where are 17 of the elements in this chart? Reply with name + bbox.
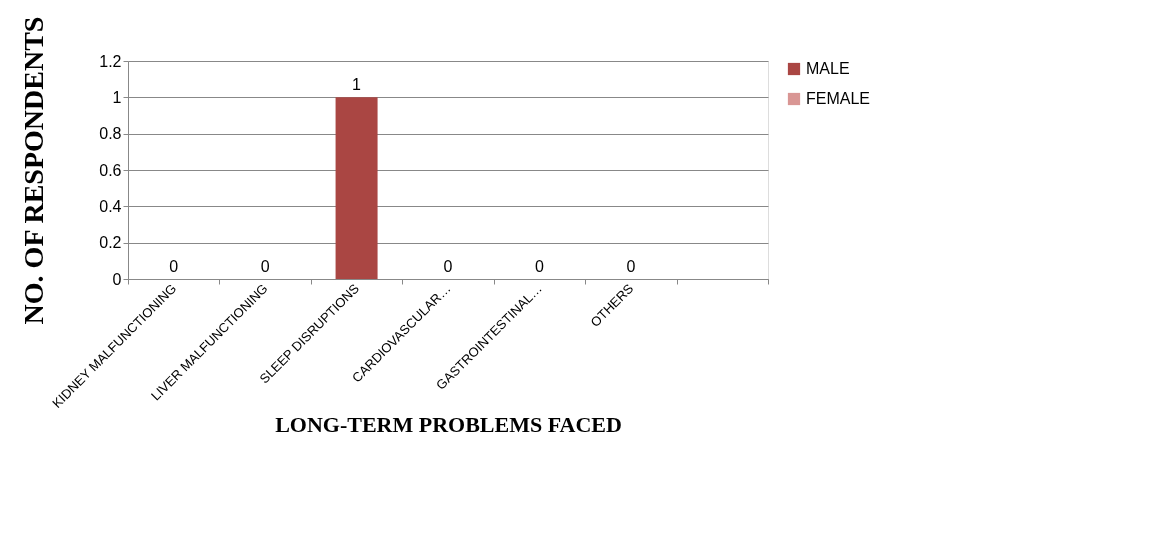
data-label: 0 — [169, 258, 179, 275]
y-axis-title: NO. OF RESPONDENTS — [18, 16, 50, 325]
x-axis-title: LONG-TERM PROBLEMS FACED — [275, 411, 622, 437]
y-tick-label: 0.2 — [99, 234, 122, 252]
data-label: 0 — [443, 258, 453, 275]
y-tick-label: 1.2 — [99, 52, 122, 70]
y-tick-label: 1 — [112, 88, 122, 106]
data-label: 0 — [534, 258, 544, 275]
data-label: 0 — [260, 258, 270, 275]
legend-label: MALE — [806, 60, 850, 77]
y-tick-label: 0 — [112, 270, 122, 288]
data-label: 0 — [626, 258, 636, 275]
legend-label: FEMALE — [806, 90, 871, 107]
y-tick-label: 0.6 — [99, 161, 122, 179]
y-tick-label: 0.8 — [99, 125, 122, 143]
y-tick-label: 0.4 — [99, 197, 122, 215]
data-label: 1 — [352, 76, 362, 94]
